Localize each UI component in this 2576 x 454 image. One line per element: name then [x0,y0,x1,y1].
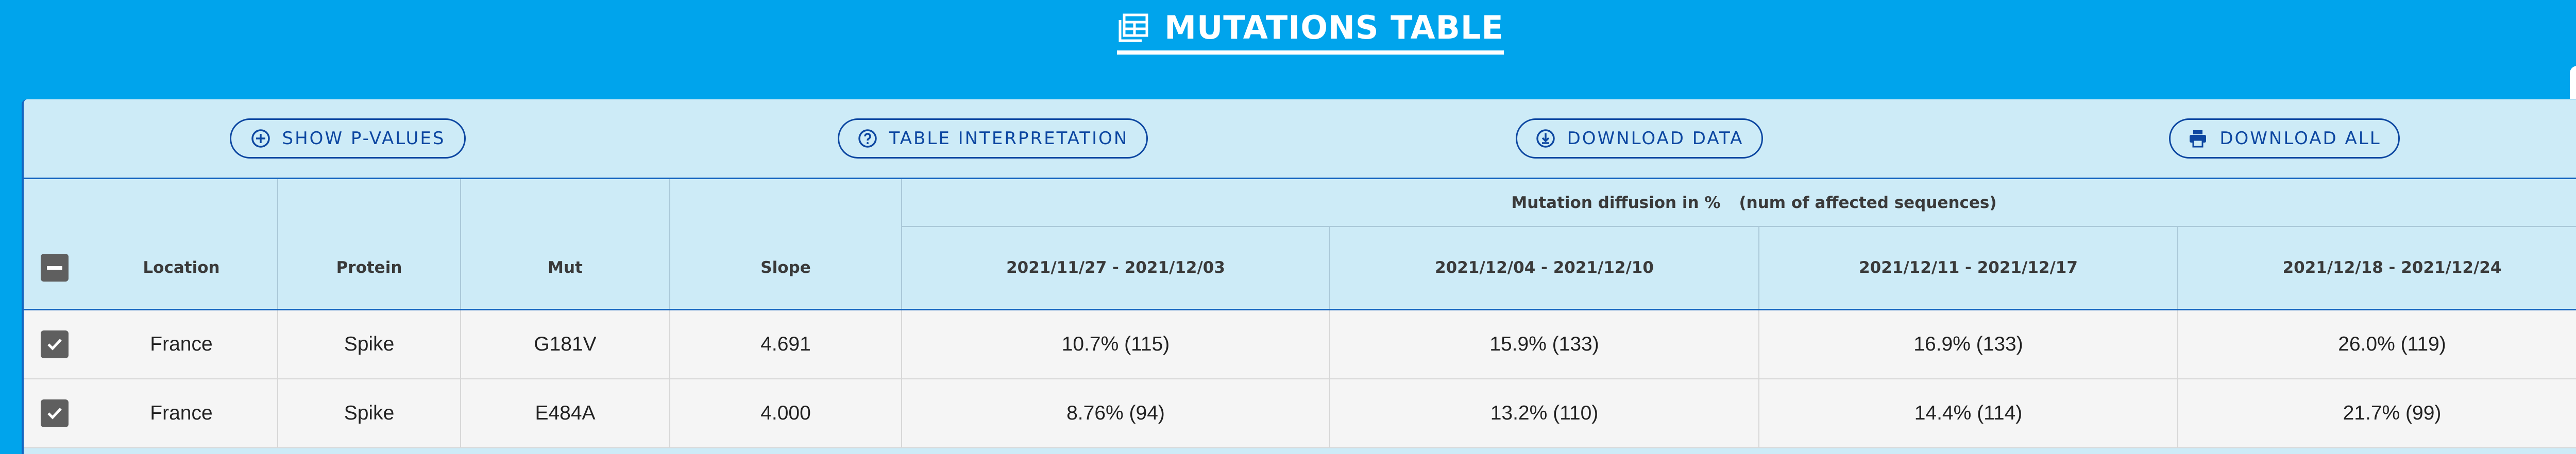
column-divider [2177,226,2178,309]
table-row[interactable]: France Spike E484A 4.000 8.76% (94) 13.2… [24,379,2576,448]
cell-protein: Spike [278,310,461,378]
page-title: MUTATIONS TABLE [1117,9,1504,55]
plus-circle-icon [251,129,270,148]
cell-period-2: 15.9% (133) [1330,310,1759,378]
col-header-period-4[interactable]: 2021/12/18 - 2021/12/24 [2282,258,2502,277]
group-divider [901,226,2576,227]
cell-period-1: 10.7% (115) [902,310,1330,378]
show-pvalues-button[interactable]: SHOW P-VALUES [230,118,466,159]
column-divider [901,179,902,309]
cell-mut: E484A [461,379,670,447]
column-divider [277,179,278,309]
cell-period-3: 16.9% (133) [1759,310,2178,378]
cell-slope: 4.691 [670,310,902,378]
cell-location: France [86,310,278,378]
cell-period-1: 8.76% (94) [902,379,1330,447]
column-divider [1758,226,1759,309]
col-header-period-3[interactable]: 2021/12/11 - 2021/12/17 [1859,258,2078,277]
table-interpretation-button[interactable]: TABLE INTERPRETATION [838,118,1148,159]
download-circle-icon [1536,129,1555,148]
cell-location: France [86,379,278,447]
show-pvalues-label: SHOW P-VALUES [282,128,446,149]
printer-icon [2190,130,2207,148]
check-icon [47,408,62,420]
col-header-location[interactable]: Location [143,258,220,277]
group-header-diffusion: Mutation diffusion in % (num of affected… [902,179,2576,226]
column-divider [460,179,461,309]
group-header-label: Mutation diffusion in % [1511,193,1721,212]
mutations-table-card: SHOW P-VALUES TABLE INTERPRETATION DOWNL… [22,99,2576,454]
table-row[interactable]: France Spike G181V 4.691 10.7% (115) 15.… [24,310,2576,379]
table-icon [1117,11,1150,44]
collapse-button[interactable] [2570,66,2576,99]
download-all-label: DOWNLOAD ALL [2219,128,2381,149]
row-select-cell [24,379,86,447]
col-header-mut[interactable]: Mut [548,258,583,277]
download-all-button[interactable]: DOWNLOAD ALL [2169,118,2400,159]
column-divider [1329,226,1330,309]
row-checkbox[interactable] [41,399,69,427]
col-header-slope[interactable]: Slope [760,258,811,277]
cell-mut: G181V [461,310,670,378]
cell-protein: Spike [278,379,461,447]
download-data-label: DOWNLOAD DATA [1567,128,1744,149]
check-icon [47,339,62,351]
column-divider [669,179,670,309]
table-header: Location Protein Mut Slope Mutation diff… [24,179,2576,310]
select-all-checkbox[interactable] [41,254,69,282]
cell-period-4: 26.0% (119) [2338,333,2446,355]
page-header: MUTATIONS TABLE [0,0,2576,62]
download-data-button[interactable]: DOWNLOAD DATA [1516,118,1763,159]
group-header-sub: (num of affected sequences) [1739,193,1997,212]
indeterminate-icon [47,266,62,270]
row-select-cell [24,310,86,378]
table-interpretation-label: TABLE INTERPRETATION [889,128,1129,149]
select-all-cell [24,226,86,309]
col-header-period-2[interactable]: 2021/12/04 - 2021/12/10 [1435,258,1654,277]
cell-period-4: 21.7% (99) [2343,402,2442,424]
table-toolbar: SHOW P-VALUES TABLE INTERPRETATION DOWNL… [24,99,2576,179]
row-checkbox[interactable] [41,330,69,358]
cell-slope: 4.000 [670,379,902,447]
page-title-text: MUTATIONS TABLE [1164,9,1504,46]
col-header-protein[interactable]: Protein [336,258,402,277]
col-header-period-1[interactable]: 2021/11/27 - 2021/12/03 [1006,258,1225,277]
cell-period-3: 14.4% (114) [1759,379,2178,447]
help-circle-icon [858,129,877,148]
cell-period-2: 13.2% (110) [1330,379,1759,447]
